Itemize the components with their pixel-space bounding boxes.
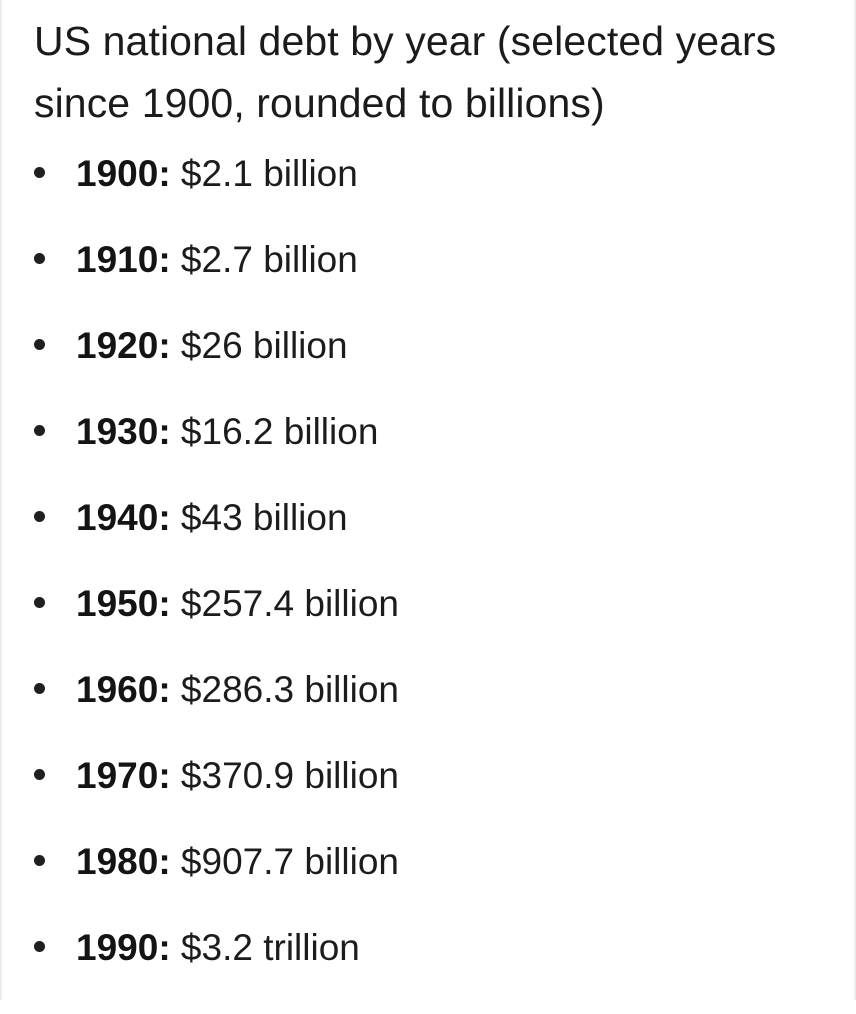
list-item-year: 1980 [76, 841, 159, 882]
bullet-icon [34, 597, 45, 608]
list-item-amount: $16.2 billion [180, 411, 379, 452]
bullet-icon [34, 769, 45, 780]
bullet-icon [34, 253, 45, 264]
list-item-year: 1920 [76, 325, 159, 366]
list-item-amount: $43 billion [180, 497, 348, 538]
list-item-text: 1920: $26 billion [76, 325, 348, 366]
list-item-amount: $257.4 billion [180, 583, 399, 624]
bullet-icon [34, 425, 45, 436]
frame-edge-right [854, 0, 856, 1000]
list-item-year: 1900 [76, 153, 159, 194]
list-item-amount: $3.2 trillion [180, 927, 360, 968]
bullet-icon [34, 683, 45, 694]
bullet-icon [34, 855, 45, 866]
list-item-text: 1900: $2.1 billion [76, 153, 358, 194]
list-item-year: 1970 [76, 755, 159, 796]
document-content: US national debt by year (selected years… [34, 10, 834, 968]
bullet-icon [34, 167, 45, 178]
list-item-year: 1950 [76, 583, 159, 624]
list-item-amount: $2.1 billion [180, 153, 358, 194]
bullet-icon [34, 941, 45, 952]
list-item-year: 1930 [76, 411, 159, 452]
list-item-amount: $370.9 billion [180, 755, 399, 796]
list-item-text: 1910: $2.7 billion [76, 239, 358, 280]
list-item-text: 1930: $16.2 billion [76, 411, 379, 452]
list-item-text: 1990: $3.2 trillion [76, 927, 360, 968]
list-item-year: 1910 [76, 239, 159, 280]
list-item-amount: $286.3 billion [180, 669, 399, 710]
list-item-text: 1950: $257.4 billion [76, 583, 399, 624]
bullet-icon [34, 511, 45, 522]
bullet-icon [34, 339, 45, 350]
list-item-year: 1960 [76, 669, 159, 710]
list-item-amount: $2.7 billion [180, 239, 358, 280]
frame-edge-left [0, 0, 2, 1000]
list-item-amount: $26 billion [180, 325, 348, 366]
list-item-text: 1970: $370.9 billion [76, 755, 399, 796]
list-item-amount: $907.7 billion [180, 841, 399, 882]
list-item-text: 1980: $907.7 billion [76, 841, 399, 882]
list-item-year: 1940 [76, 497, 159, 538]
list-item-text: 1940: $43 billion [76, 497, 348, 538]
list-item-year: 1990 [76, 927, 159, 968]
list-item-text: 1960: $286.3 billion [76, 669, 399, 710]
page-title: US national debt by year (selected years… [34, 18, 777, 126]
